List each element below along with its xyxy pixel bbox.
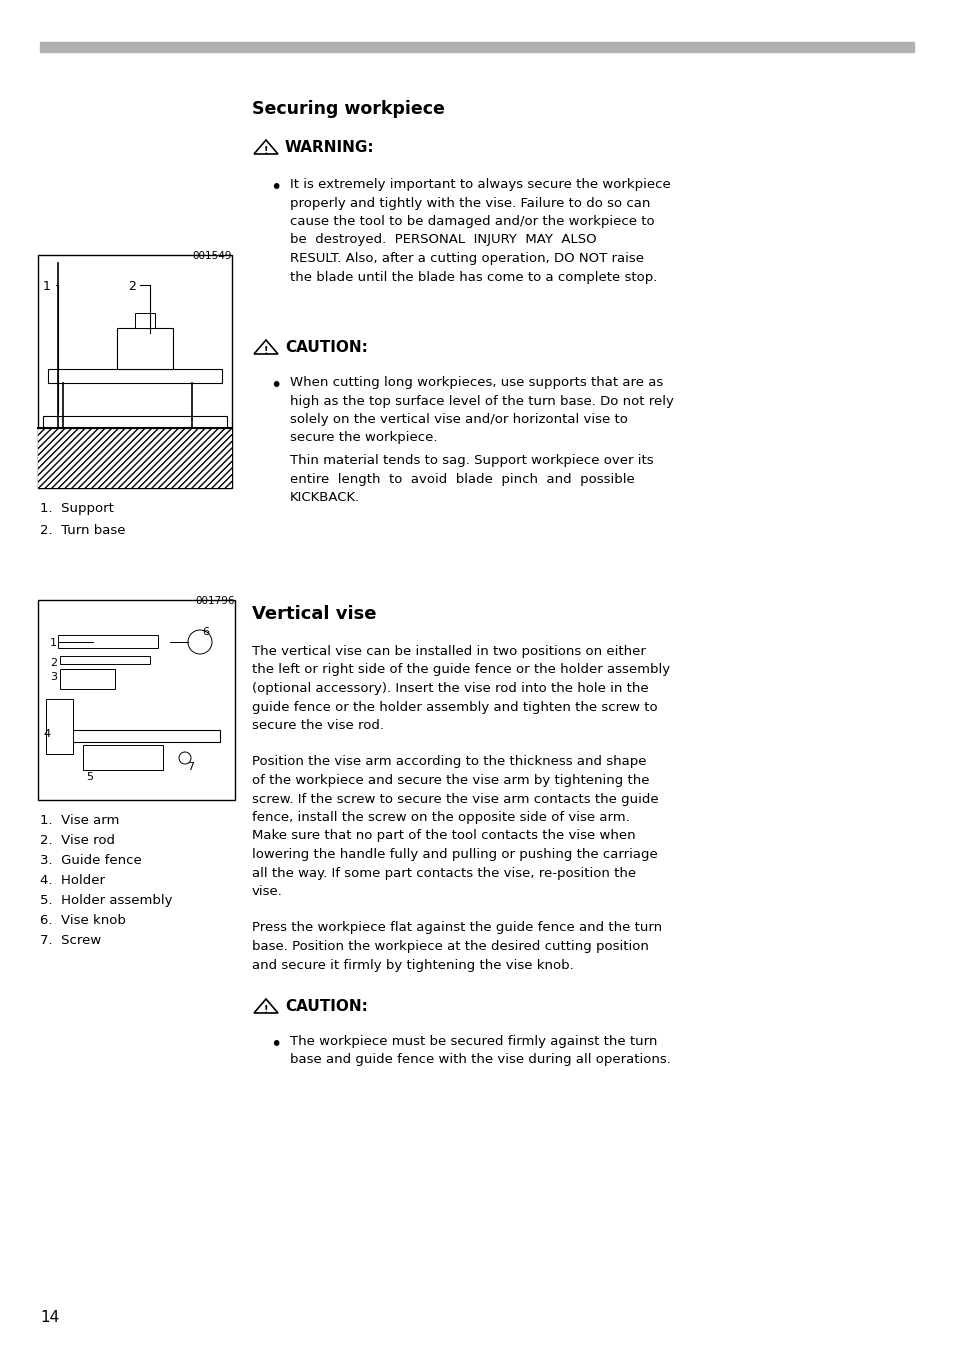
Text: RESULT. Also, after a cutting operation, DO NOT raise: RESULT. Also, after a cutting operation,… xyxy=(290,251,643,265)
Text: •: • xyxy=(270,376,281,395)
Text: secure the workpiece.: secure the workpiece. xyxy=(290,431,437,445)
Circle shape xyxy=(179,752,191,764)
Text: 6: 6 xyxy=(202,627,209,637)
Text: 2: 2 xyxy=(128,280,135,293)
Bar xyxy=(43,416,227,429)
Text: •: • xyxy=(270,178,281,197)
Text: of the workpiece and secure the vise arm by tightening the: of the workpiece and secure the vise arm… xyxy=(252,773,649,787)
Bar xyxy=(38,429,232,488)
Text: 2.  Vise rod: 2. Vise rod xyxy=(40,834,115,846)
Text: 5.  Holder assembly: 5. Holder assembly xyxy=(40,894,172,907)
Text: 001796: 001796 xyxy=(195,596,234,606)
Text: fence, install the screw on the opposite side of vise arm.: fence, install the screw on the opposite… xyxy=(252,811,629,823)
Text: 1.  Support: 1. Support xyxy=(40,502,113,515)
Text: secure the vise rod.: secure the vise rod. xyxy=(252,719,384,731)
Text: Press the workpiece flat against the guide fence and the turn: Press the workpiece flat against the gui… xyxy=(252,922,661,934)
Text: properly and tightly with the vise. Failure to do so can: properly and tightly with the vise. Fail… xyxy=(290,196,650,210)
Text: The workpiece must be secured firmly against the turn: The workpiece must be secured firmly aga… xyxy=(290,1036,657,1048)
Bar xyxy=(135,314,154,329)
Text: and secure it firmly by tightening the vise knob.: and secure it firmly by tightening the v… xyxy=(252,959,573,972)
Text: Vertical vise: Vertical vise xyxy=(252,604,376,623)
Bar xyxy=(48,369,222,383)
Text: !: ! xyxy=(263,346,268,356)
Text: 5: 5 xyxy=(86,772,92,781)
Text: 1: 1 xyxy=(50,638,57,648)
Text: Thin material tends to sag. Support workpiece over its: Thin material tends to sag. Support work… xyxy=(290,454,653,466)
Text: CAUTION:: CAUTION: xyxy=(285,339,368,356)
Text: 2.  Turn base: 2. Turn base xyxy=(40,525,126,537)
Text: 4.  Holder: 4. Holder xyxy=(40,873,105,887)
Text: all the way. If some part contacts the vise, re-position the: all the way. If some part contacts the v… xyxy=(252,867,636,880)
Text: base and guide fence with the vise during all operations.: base and guide fence with the vise durin… xyxy=(290,1053,670,1067)
Bar xyxy=(60,656,150,664)
Text: entire  length  to  avoid  blade  pinch  and  possible: entire length to avoid blade pinch and p… xyxy=(290,472,634,485)
Text: CAUTION:: CAUTION: xyxy=(285,999,368,1014)
Text: 14: 14 xyxy=(40,1310,59,1325)
Text: 1: 1 xyxy=(43,280,51,293)
Text: the left or right side of the guide fence or the holder assembly: the left or right side of the guide fenc… xyxy=(252,664,669,676)
Bar xyxy=(117,329,172,369)
Text: 6.  Vise knob: 6. Vise knob xyxy=(40,914,126,927)
Text: screw. If the screw to secure the vise arm contacts the guide: screw. If the screw to secure the vise a… xyxy=(252,792,658,806)
Text: 2: 2 xyxy=(50,658,57,668)
Bar xyxy=(38,256,232,488)
Text: Make sure that no part of the tool contacts the vise when: Make sure that no part of the tool conta… xyxy=(252,830,635,842)
Text: 7.  Screw: 7. Screw xyxy=(40,934,101,946)
Bar xyxy=(60,669,115,690)
Text: 7: 7 xyxy=(187,763,193,772)
Text: It is extremely important to always secure the workpiece: It is extremely important to always secu… xyxy=(290,178,670,191)
Text: (optional accessory). Insert the vise rod into the hole in the: (optional accessory). Insert the vise ro… xyxy=(252,681,648,695)
Text: !: ! xyxy=(263,1005,268,1015)
Text: solely on the vertical vise and/or horizontal vise to: solely on the vertical vise and/or horiz… xyxy=(290,412,627,426)
Text: The vertical vise can be installed in two positions on either: The vertical vise can be installed in tw… xyxy=(252,645,645,658)
Text: !: ! xyxy=(263,146,268,155)
Text: •: • xyxy=(270,1036,281,1055)
Text: high as the top surface level of the turn base. Do not rely: high as the top surface level of the tur… xyxy=(290,395,673,407)
Bar xyxy=(38,600,234,800)
Text: cause the tool to be damaged and/or the workpiece to: cause the tool to be damaged and/or the … xyxy=(290,215,654,228)
Text: vise.: vise. xyxy=(252,886,283,898)
Bar xyxy=(53,730,220,742)
Text: WARNING:: WARNING: xyxy=(285,141,375,155)
Text: Position the vise arm according to the thickness and shape: Position the vise arm according to the t… xyxy=(252,756,646,768)
Text: the blade until the blade has come to a complete stop.: the blade until the blade has come to a … xyxy=(290,270,657,284)
Text: lowering the handle fully and pulling or pushing the carriage: lowering the handle fully and pulling or… xyxy=(252,848,657,861)
Text: Securing workpiece: Securing workpiece xyxy=(252,100,444,118)
Text: guide fence or the holder assembly and tighten the screw to: guide fence or the holder assembly and t… xyxy=(252,700,657,714)
Bar xyxy=(40,42,913,51)
Text: 3.  Guide fence: 3. Guide fence xyxy=(40,854,142,867)
Text: base. Position the workpiece at the desired cutting position: base. Position the workpiece at the desi… xyxy=(252,940,648,953)
Text: 001549: 001549 xyxy=(193,251,232,261)
Bar xyxy=(46,699,73,754)
Text: 4: 4 xyxy=(43,729,51,740)
Text: be  destroyed.  PERSONAL  INJURY  MAY  ALSO: be destroyed. PERSONAL INJURY MAY ALSO xyxy=(290,234,596,246)
Text: 3: 3 xyxy=(50,672,57,681)
Circle shape xyxy=(188,630,212,654)
Text: 1.  Vise arm: 1. Vise arm xyxy=(40,814,119,827)
Bar xyxy=(83,745,163,771)
Text: When cutting long workpieces, use supports that are as: When cutting long workpieces, use suppor… xyxy=(290,376,662,389)
Text: KICKBACK.: KICKBACK. xyxy=(290,491,360,504)
Bar xyxy=(58,635,158,648)
